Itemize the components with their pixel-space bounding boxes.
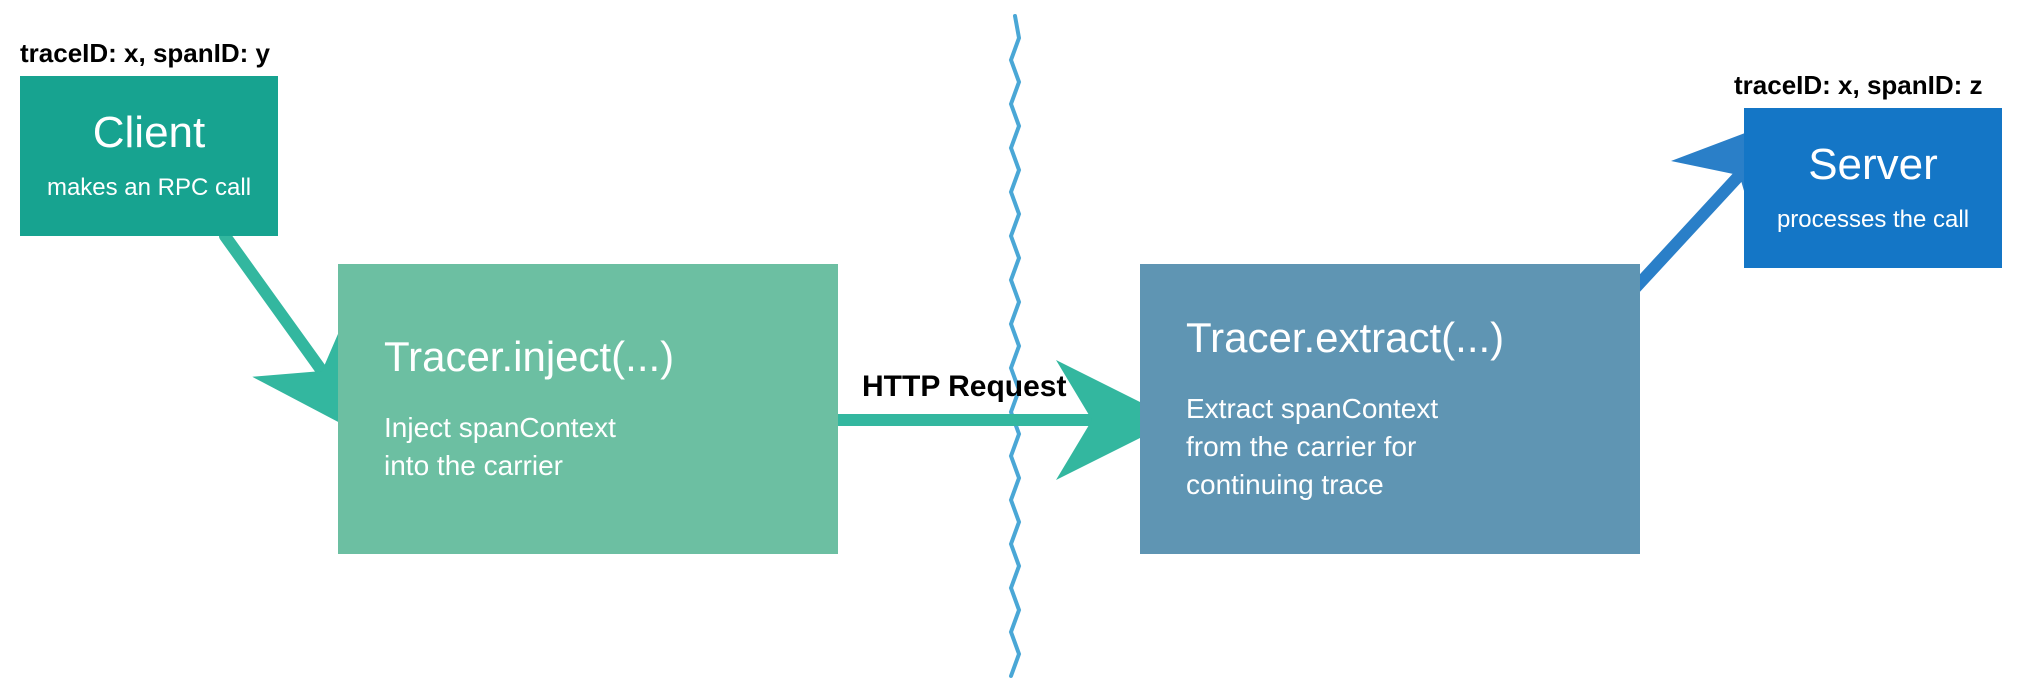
diagram-stage: traceID: x, spanID: y traceID: x, spanID… <box>0 0 2030 696</box>
extract-node: Tracer.extract(...) Extract spanContext … <box>1140 264 1640 554</box>
client-trace-text: traceID: x, spanID: y <box>20 38 270 68</box>
server-title: Server <box>1808 140 1938 190</box>
client-subtitle: makes an RPC call <box>47 172 251 204</box>
client-node: Client makes an RPC call <box>20 76 278 236</box>
network-boundary-divider <box>1011 16 1019 676</box>
http-request-text: HTTP Request <box>862 370 1066 403</box>
server-trace-annotation: traceID: x, spanID: z <box>1734 70 1983 101</box>
extract-title: Tracer.extract(...) <box>1186 314 1504 362</box>
server-node: Server processes the call <box>1744 108 2002 268</box>
inject-node: Tracer.inject(...) Inject spanContextint… <box>338 264 838 554</box>
arrow-client-to-inject <box>225 236 350 410</box>
server-trace-text: traceID: x, spanID: z <box>1734 70 1983 100</box>
inject-title: Tracer.inject(...) <box>384 333 674 381</box>
arrows-layer <box>0 0 2030 696</box>
http-request-label: HTTP Request <box>862 370 1066 404</box>
extract-subtitle: Extract spanContext from the carrier for… <box>1186 390 1438 503</box>
client-trace-annotation: traceID: x, spanID: y <box>20 38 270 69</box>
inject-subtitle: Inject spanContextinto the carrier <box>384 409 616 485</box>
server-subtitle: processes the call <box>1777 204 1969 236</box>
client-title: Client <box>93 108 206 158</box>
